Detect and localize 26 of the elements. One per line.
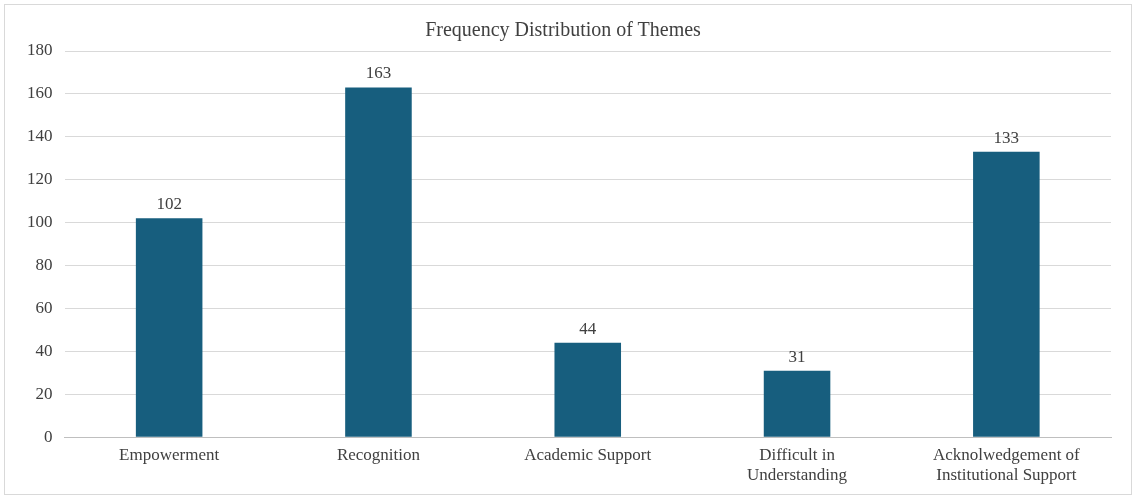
y-tick-label: 0 <box>44 426 53 446</box>
x-tick-label: Recognition <box>336 444 421 464</box>
data-label: 163 <box>365 63 392 83</box>
bar <box>554 342 622 437</box>
y-tick-label: 40 <box>35 340 53 360</box>
data-label: 102 <box>156 194 182 214</box>
y-tick-label: 20 <box>35 383 53 403</box>
y-tick-label: 80 <box>35 255 53 275</box>
x-tick-label: Acknolwedgement of Institutional Support <box>932 444 1081 485</box>
chart-title: Frequency Distribution of Themes <box>425 18 702 42</box>
data-label: 31 <box>788 346 806 366</box>
data-label: 133 <box>993 127 1020 147</box>
y-tick-label: 180 <box>27 40 53 60</box>
x-tick-label: Difficult in Understanding <box>747 444 848 485</box>
data-label: 44 <box>579 318 597 338</box>
y-tick-label: 160 <box>27 83 53 103</box>
y-tick-label: 100 <box>27 212 53 232</box>
bar <box>135 218 203 437</box>
y-tick-label: 120 <box>27 169 53 189</box>
bar <box>345 87 412 437</box>
x-tick-label: Empowerment <box>119 444 220 464</box>
bar <box>763 370 831 437</box>
bar <box>973 151 1040 437</box>
y-tick-label: 60 <box>35 297 53 317</box>
x-tick-label: Academic Support <box>524 444 652 464</box>
y-tick-label: 140 <box>27 126 53 146</box>
